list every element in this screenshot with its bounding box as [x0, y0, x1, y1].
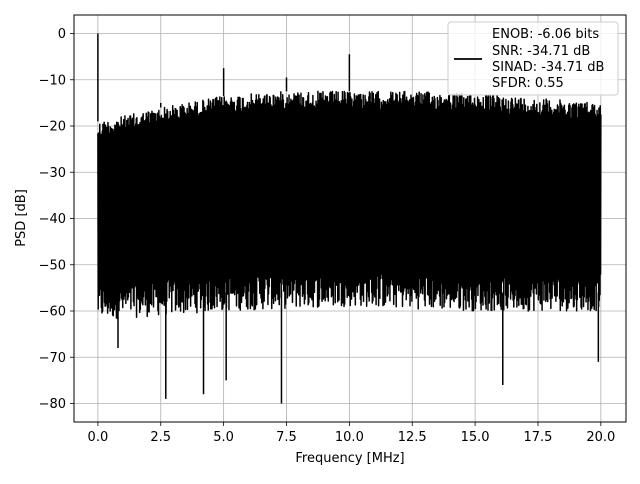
- y-tick-label: −80: [39, 397, 66, 412]
- x-axis-label: Frequency [MHz]: [295, 451, 404, 466]
- x-tick-label: 5.0: [213, 430, 234, 445]
- y-tick-label: −50: [39, 258, 66, 273]
- legend-line-sinad: SINAD: -34.71 dB: [492, 60, 604, 75]
- y-axis-ticks: 0 −10 −20 −30 −40 −50 −60 −70 −80: [39, 27, 74, 412]
- x-tick-label: 0.0: [88, 430, 109, 445]
- legend-line-enob: ENOB: -6.06 bits: [492, 27, 599, 42]
- y-tick-label: −10: [39, 73, 66, 88]
- legend: ENOB: -6.06 bits SNR: -34.71 dB SINAD: -…: [447, 21, 619, 96]
- x-axis-ticks: 0.0 2.5 5.0 7.5 10.0 12.5 15.0 17.5 20.0: [88, 422, 615, 445]
- legend-line-snr: SNR: -34.71 dB: [492, 44, 590, 59]
- legend-line-sfdr: SFDR: 0.55: [492, 76, 564, 91]
- plot-area: [97, 33, 602, 404]
- x-tick-label: 2.5: [150, 430, 171, 445]
- y-axis-label: PSD [dB]: [14, 189, 29, 247]
- x-tick-label: 10.0: [335, 430, 364, 445]
- y-tick-label: −60: [39, 305, 66, 320]
- y-tick-label: −20: [39, 120, 66, 135]
- x-tick-label: 12.5: [398, 430, 427, 445]
- y-tick-label: −30: [39, 166, 66, 181]
- psd-trace: [97, 90, 602, 320]
- x-tick-label: 17.5: [524, 430, 553, 445]
- x-tick-label: 20.0: [586, 430, 615, 445]
- y-tick-label: −70: [39, 351, 66, 366]
- legend-box: [447, 21, 619, 96]
- y-tick-label: 0: [58, 27, 66, 42]
- y-tick-label: −40: [39, 212, 66, 227]
- x-tick-label: 7.5: [276, 430, 297, 445]
- x-tick-label: 15.0: [461, 430, 490, 445]
- psd-series: [97, 33, 602, 404]
